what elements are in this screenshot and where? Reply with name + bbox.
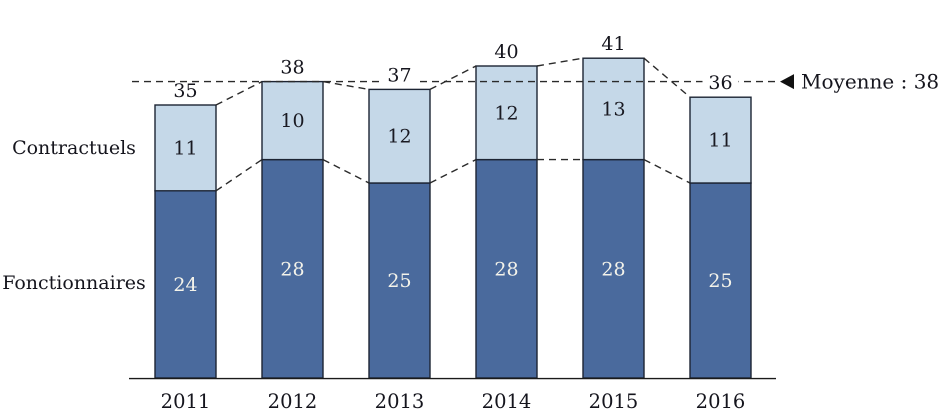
x-tick-label-2012: 2012 (268, 390, 318, 413)
bar-segment-contractuels-2013 (368, 88, 431, 184)
value-label-fonctionnaires-2013: 25 (387, 270, 411, 292)
bar-segment-contractuels-2015 (582, 57, 645, 161)
x-tick-label-2015: 2015 (589, 390, 639, 413)
total-label-2014: 40 (494, 41, 518, 63)
total-label-2016: 36 (708, 72, 732, 94)
total-label-2011: 35 (173, 80, 197, 102)
total-label-mask (595, 36, 632, 55)
bar-segment-contractuels-2012 (261, 80, 324, 161)
total-label-2015: 41 (601, 33, 625, 55)
value-label-contractuels-2013: 12 (387, 126, 411, 148)
total-label-mask (381, 67, 418, 86)
total-connector-line (429, 65, 477, 91)
series-label-contractuels: Contractuels (12, 137, 136, 159)
value-label-contractuels-2015: 13 (601, 98, 625, 120)
value-label-contractuels-2011: 11 (173, 137, 197, 159)
value-label-contractuels-2014: 12 (494, 102, 518, 124)
total-label-2013: 37 (387, 64, 411, 86)
total-label-mask (274, 59, 311, 78)
value-label-fonctionnaires-2012: 28 (280, 258, 304, 280)
value-label-fonctionnaires-2015: 28 (601, 258, 625, 280)
value-label-contractuels-2012: 10 (280, 110, 304, 132)
value-label-fonctionnaires-2014: 28 (494, 258, 518, 280)
total-connector-line (643, 57, 691, 98)
x-tick-label-2011: 2011 (161, 390, 211, 413)
boundary-connector-line (643, 158, 691, 184)
total-connector-line (322, 80, 370, 91)
boundary-connector-line (429, 158, 477, 184)
x-tick-label-2016: 2016 (696, 390, 746, 413)
value-label-fonctionnaires-2016: 25 (708, 270, 732, 292)
total-connector-line (536, 57, 584, 67)
bar-segment-contractuels-2011 (154, 104, 217, 192)
average-label: Moyenne : 38 (801, 70, 938, 94)
value-label-contractuels-2016: 11 (708, 130, 732, 152)
bar-segment-fonctionnaires-2016 (689, 182, 752, 379)
bar-segment-contractuels-2016 (689, 96, 752, 184)
series-label-fonctionnaires: Fonctionnaires (2, 272, 146, 294)
total-label-2012: 38 (280, 57, 304, 79)
x-tick-label-2013: 2013 (375, 390, 425, 413)
boundary-connector-line (215, 159, 263, 192)
bar-segment-fonctionnaires-2011 (154, 190, 217, 379)
total-label-mask (702, 75, 739, 94)
boundary-connector-line (322, 158, 370, 184)
total-connector-line (215, 80, 263, 106)
x-tick-label-2014: 2014 (482, 390, 532, 413)
total-label-mask (167, 83, 204, 101)
value-label-fonctionnaires-2011: 24 (173, 274, 197, 296)
total-label-mask (488, 44, 525, 62)
average-arrow-icon (780, 74, 794, 90)
